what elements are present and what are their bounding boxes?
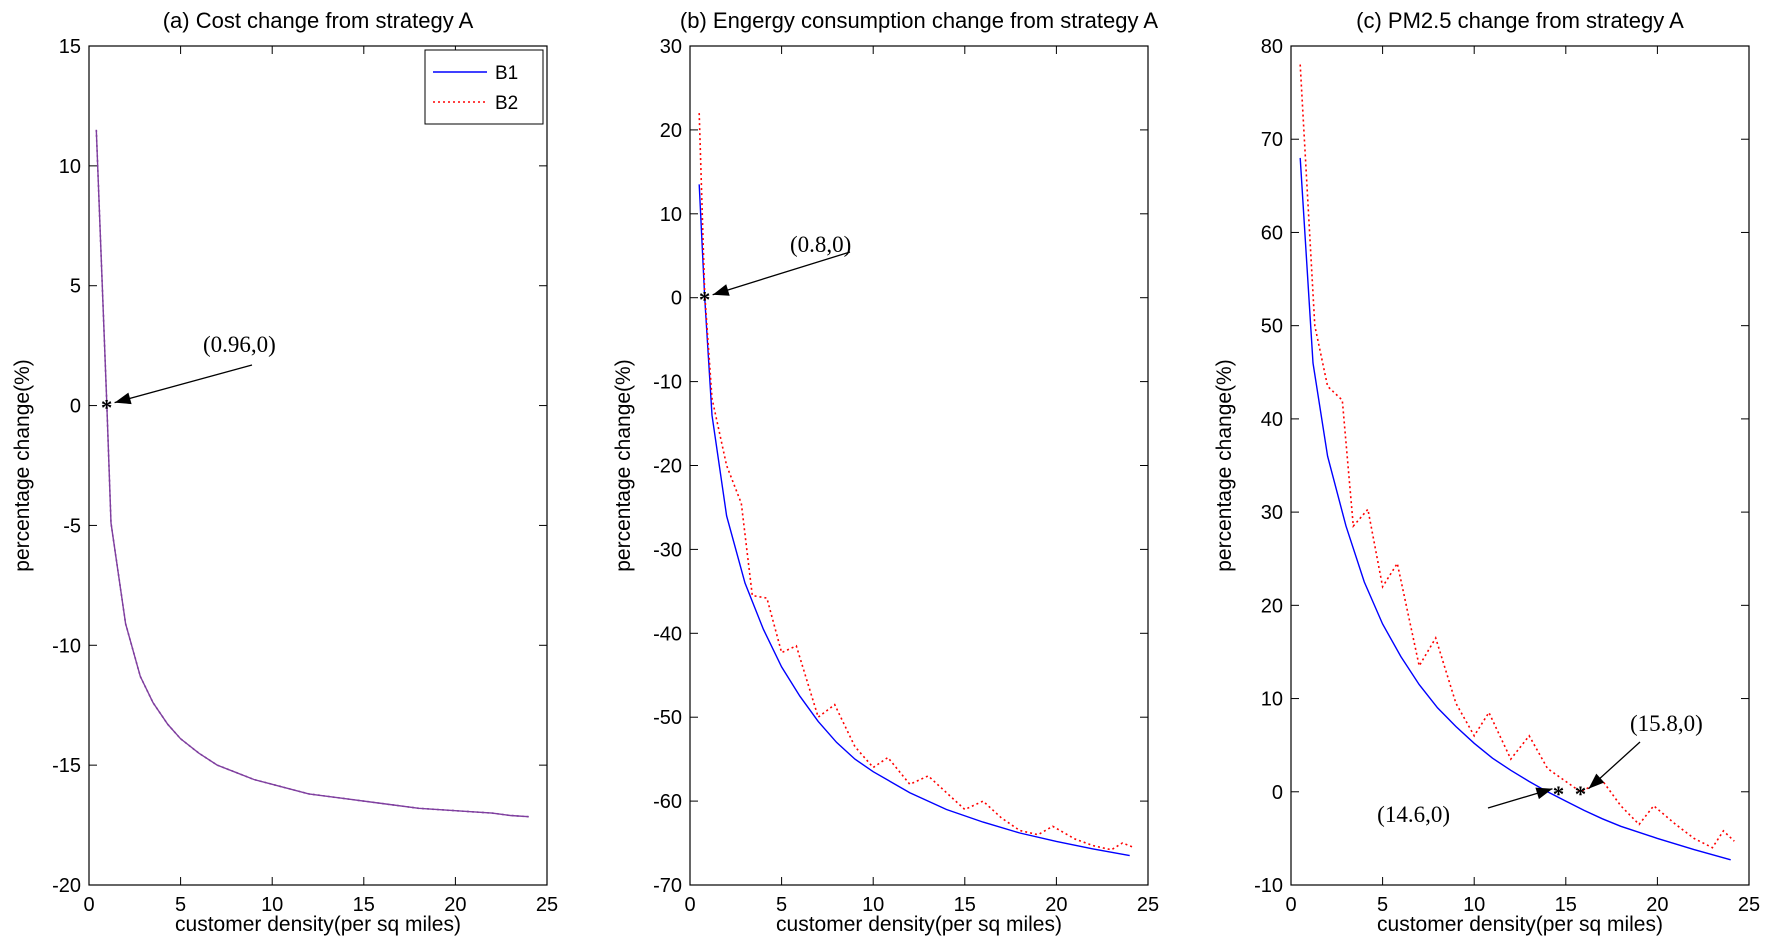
y-tick-label: 10 [59,156,81,178]
y-tick-label: 10 [660,204,682,226]
y-tick-label: -40 [653,623,682,645]
x-tick-label: 25 [536,894,558,916]
y-tick-label: 15 [59,36,81,58]
annotation-arrow-line [114,364,253,404]
x-tick-label: 25 [1137,894,1159,916]
y-tick-label: 80 [1261,36,1283,58]
point-marker: * [1575,782,1587,807]
x-tick-label: 0 [684,894,695,916]
series-line-b2 [698,113,1134,851]
y-tick-label: -20 [52,875,81,897]
y-tick-label: -30 [653,539,682,561]
y-tick-label: 40 [1261,409,1283,431]
x-tick-label: 20 [1045,894,1067,916]
y-tick-label: -10 [1254,875,1283,897]
y-tick-label: -10 [52,635,81,657]
x-tick-label: 25 [1738,894,1760,916]
y-tick-label: 20 [660,120,682,142]
legend-label: B2 [495,93,518,114]
y-tick-label: -50 [653,707,682,729]
series-line-b2 [95,129,529,818]
chart-title: (a) Cost change from strategy A [163,8,474,33]
y-tick-label: 60 [1261,222,1283,244]
annotation-arrowhead [1588,773,1605,789]
y-tick-label: 30 [660,36,682,58]
legend-box [424,49,544,125]
y-tick-label: 0 [70,396,81,418]
annotation-label: (15.8,0) [1630,711,1703,736]
y-tick-label: 5 [70,276,81,298]
chart-title: (c) PM2.5 change from strategy A [1356,8,1684,33]
annotation-label: (0.8,0) [790,232,851,257]
y-tick-label: 70 [1261,129,1283,151]
annotation-arrowhead [712,284,730,296]
x-tick-label: 10 [1463,894,1485,916]
x-tick-label: 5 [776,894,787,916]
y-tick-label: -15 [52,755,81,777]
y-tick-label: 0 [1272,782,1283,804]
axes-frame [689,45,1149,886]
point-marker: * [101,396,113,421]
legend-label: B1 [495,63,518,84]
annotation-arrowhead [1535,787,1553,800]
y-tick-label: 20 [1261,595,1283,617]
x-axis-label: customer density(per sq miles) [175,913,461,936]
series-line-b1 [698,184,1130,857]
chart-panel-3: (c) PM2.5 change from strategy A 0 5 10 15 20… [1213,8,1760,936]
y-tick-label: 0 [671,288,682,310]
y-tick-label: 50 [1261,316,1283,338]
x-tick-label: 20 [1646,894,1668,916]
y-tick-label: -5 [63,515,81,537]
y-tick-label: 30 [1261,502,1283,524]
y-axis-label: percentage change(%) [11,359,34,571]
annotation-arrow-line [712,251,851,296]
x-tick-label: 10 [862,894,884,916]
x-axis-label: customer density(per sq miles) [1377,913,1663,936]
annotation-arrowhead [114,392,132,405]
x-tick-label: 5 [1377,894,1388,916]
y-tick-label: -70 [653,875,682,897]
series-line-b1 [1299,157,1731,861]
chart-panel-2: (b) Engergy consumption change from stra… [612,8,1159,936]
x-tick-label: 0 [83,894,94,916]
point-marker: * [699,288,711,313]
y-tick-label: -10 [653,372,682,394]
series-line-b1 [95,129,529,818]
x-axis-label: customer density(per sq miles) [776,913,1062,936]
axes-frame [88,45,548,886]
axes-frame [1290,45,1750,886]
x-tick-label: 15 [353,894,375,916]
annotation-label: (0.96,0) [203,332,276,357]
y-tick-label: -60 [653,791,682,813]
x-tick-label: 15 [1555,894,1577,916]
x-tick-label: 5 [175,894,186,916]
x-tick-label: 15 [954,894,976,916]
chart-title: (b) Engergy consumption change from stra… [680,8,1158,33]
annotation-label: (14.6,0) [1377,802,1450,827]
y-tick-label: 10 [1261,689,1283,711]
y-tick-label: -20 [653,456,682,478]
point-marker: * [1553,782,1565,807]
x-tick-label: 10 [261,894,283,916]
y-axis-label: percentage change(%) [1213,359,1236,571]
x-tick-label: 20 [444,894,466,916]
y-axis-label: percentage change(%) [612,359,635,571]
x-tick-label: 0 [1285,894,1296,916]
chart-panel-1: (a) Cost change from strategy A 0 5 10 15 20 2… [11,8,558,936]
